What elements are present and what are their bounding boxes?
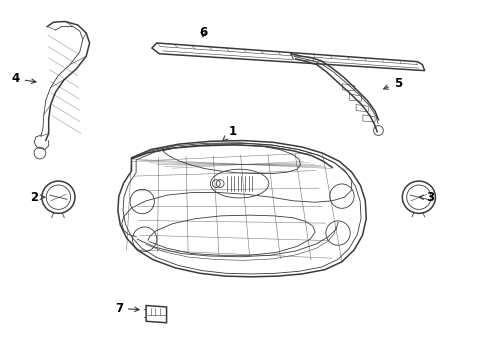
Text: 3: 3 bbox=[418, 191, 434, 204]
Text: 1: 1 bbox=[223, 125, 236, 141]
Text: 5: 5 bbox=[383, 77, 401, 90]
Text: 4: 4 bbox=[11, 72, 36, 85]
Text: 7: 7 bbox=[115, 302, 139, 315]
Text: 6: 6 bbox=[199, 26, 207, 39]
Text: 2: 2 bbox=[30, 191, 44, 204]
